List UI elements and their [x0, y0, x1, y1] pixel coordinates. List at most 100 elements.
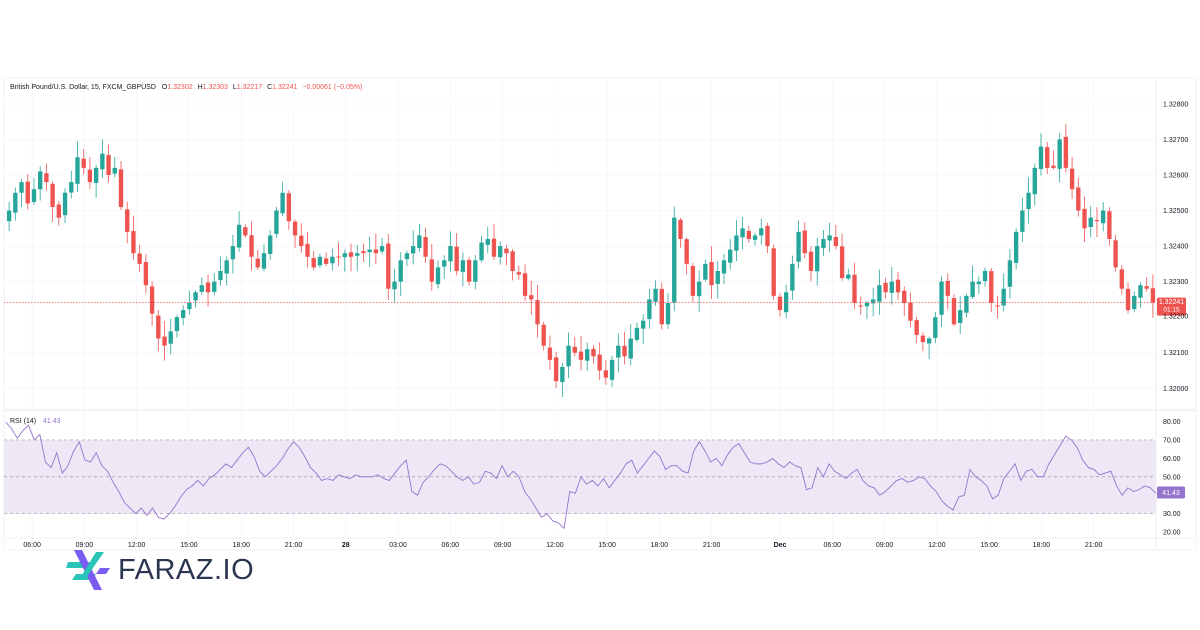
candle: [435, 260, 441, 289]
candle: [106, 144, 111, 183]
candle-body: [392, 281, 397, 290]
candle: [709, 246, 714, 300]
candle: [870, 287, 876, 317]
candle-body: [964, 295, 969, 313]
candle-body: [889, 281, 894, 293]
ohlc-legend[interactable]: British Pound/U.S. Dollar, 15, FXCM_GBPU…: [10, 84, 362, 91]
candle-body: [1013, 231, 1019, 263]
candle: [379, 238, 385, 255]
candle-body: [572, 346, 577, 353]
candle: [715, 261, 720, 299]
candle-body: [721, 260, 727, 274]
candle: [180, 305, 186, 326]
candle: [609, 356, 615, 387]
candle-body: [908, 302, 913, 321]
candle-body: [647, 299, 652, 320]
candle: [504, 244, 509, 266]
candle: [696, 270, 702, 312]
candle-body: [19, 182, 24, 193]
candle-body: [1144, 286, 1149, 289]
brand-name: FARAZ.IO: [118, 553, 255, 586]
candle: [703, 259, 708, 282]
candle: [902, 286, 907, 317]
candle-body: [268, 235, 273, 254]
candle: [1020, 197, 1025, 242]
candle: [640, 314, 646, 345]
candle: [143, 253, 149, 294]
candle: [802, 222, 807, 259]
candle-body: [448, 246, 453, 262]
candle-body: [547, 347, 553, 360]
candle: [212, 273, 217, 296]
candle: [1100, 202, 1106, 232]
candle: [591, 345, 596, 364]
candle-body: [696, 281, 702, 297]
candle: [864, 300, 870, 320]
candle-body: [1026, 192, 1031, 210]
candle: [1094, 207, 1100, 238]
candle-body: [958, 310, 963, 323]
candle: [404, 250, 410, 267]
last-price-tag: 1.32241 01:15: [1157, 297, 1186, 316]
candle-body: [274, 210, 279, 234]
candle: [939, 276, 944, 327]
candle-body: [939, 281, 944, 315]
candle: [1138, 282, 1143, 308]
candle: [149, 281, 155, 326]
time-tick-label: 06:00: [442, 542, 460, 549]
brand-logo[interactable]: FARAZ.IO: [66, 548, 254, 592]
candle: [964, 293, 969, 318]
candle: [255, 249, 260, 270]
candle: [342, 249, 347, 272]
candle-body: [485, 238, 490, 245]
candle: [933, 311, 938, 344]
candle: [815, 237, 820, 286]
candle: [44, 163, 49, 191]
candle-body: [131, 231, 136, 254]
candle-body: [970, 281, 975, 297]
candle-body: [1119, 269, 1124, 289]
candle-body: [883, 282, 888, 293]
candle-body: [678, 219, 683, 239]
candle-body: [578, 351, 584, 360]
candle-body: [249, 235, 254, 257]
candle-body: [1113, 240, 1118, 268]
candle: [982, 267, 988, 287]
candle: [678, 218, 683, 248]
candle: [429, 243, 434, 291]
candle: [728, 238, 733, 270]
candle: [218, 256, 223, 286]
candle-body: [330, 256, 335, 264]
candle: [50, 181, 55, 223]
candle-body: [299, 235, 304, 247]
open-value: 1.32302: [167, 84, 192, 91]
candle: [777, 293, 783, 317]
candle: [827, 222, 832, 253]
candle: [498, 241, 503, 265]
candle: [665, 293, 671, 330]
candle: [348, 243, 354, 272]
candle-body: [479, 242, 484, 261]
candle-body: [765, 225, 770, 247]
price-candles[interactable]: [6, 124, 1156, 397]
candle-body: [870, 299, 876, 304]
candle: [292, 219, 298, 248]
candle: [597, 342, 602, 380]
candle-body: [311, 257, 316, 268]
candle-body: [815, 246, 820, 272]
candle: [783, 284, 789, 319]
candle: [833, 224, 839, 250]
rsi-legend[interactable]: RSI (14) 41.43: [10, 418, 61, 425]
candle-body: [933, 317, 938, 338]
candle: [87, 156, 93, 189]
candle: [249, 221, 254, 271]
time-tick-label: 12:00: [928, 542, 946, 549]
candle: [647, 288, 652, 329]
candle: [305, 231, 310, 268]
time-tick-label: 18:00: [232, 542, 250, 549]
candle-body: [989, 271, 994, 303]
candle: [653, 280, 658, 306]
rsi-line-layer[interactable]: [5, 422, 1157, 530]
candle: [976, 276, 982, 295]
candle: [398, 252, 403, 296]
